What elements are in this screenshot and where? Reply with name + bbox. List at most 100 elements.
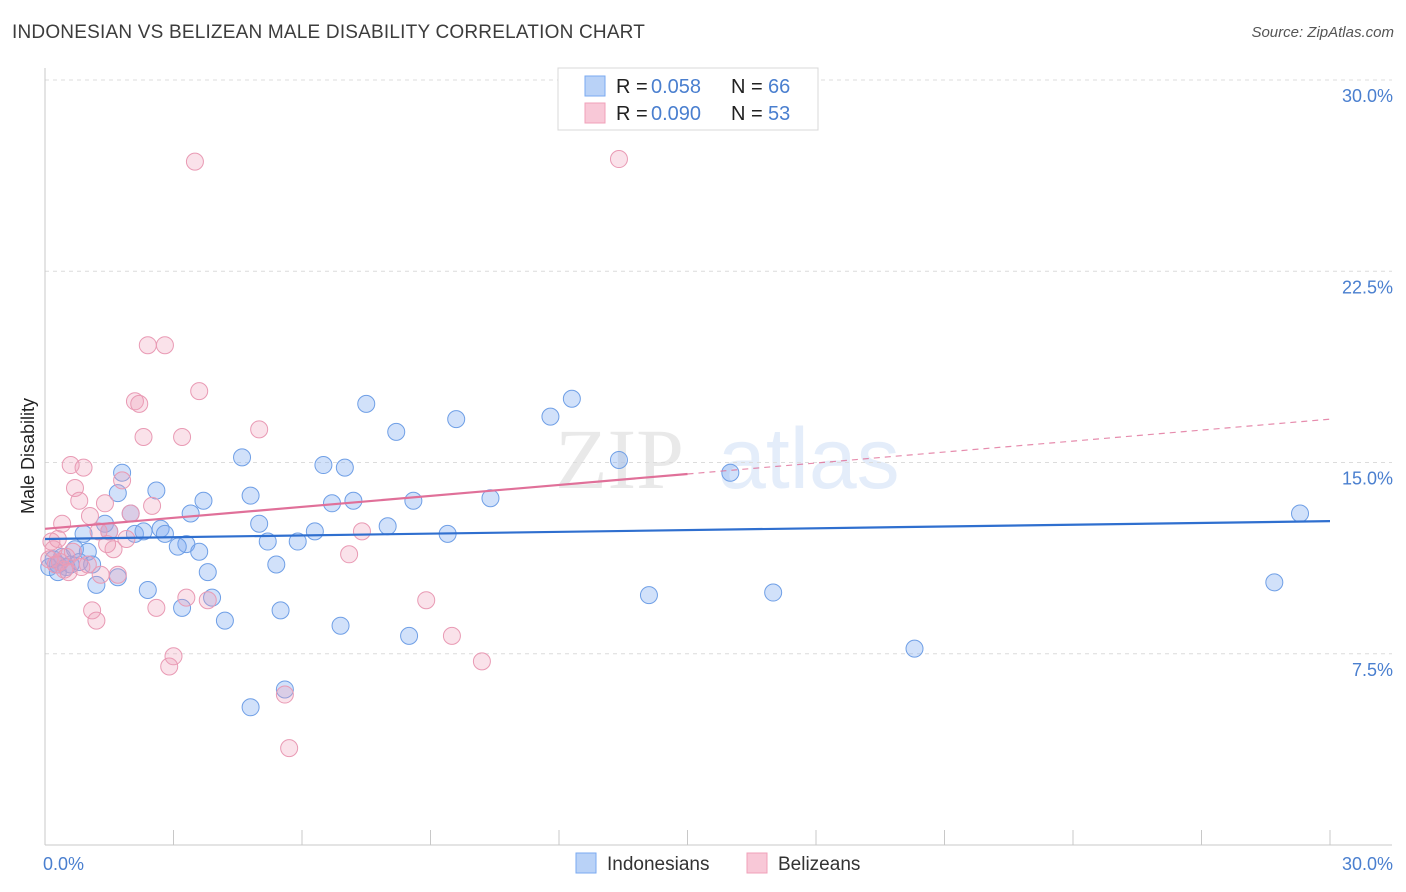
point-belizeans-37 — [340, 545, 359, 564]
series-legend-label-indonesians: Indonesians — [607, 854, 709, 875]
point-indonesians-31 — [241, 486, 260, 505]
point-indonesians-58 — [1265, 573, 1284, 592]
y-tick-label-1: 15.0% — [1342, 469, 1393, 489]
point-belizeans-42 — [609, 150, 628, 169]
point-indonesians-36 — [275, 680, 294, 699]
point-indonesians-11 — [87, 575, 106, 594]
x-tick-label-1: 30.0% — [1342, 854, 1393, 874]
point-belizeans-13 — [95, 494, 114, 513]
point-indonesians-27 — [198, 563, 217, 582]
point-indonesians-32 — [250, 514, 269, 533]
point-belizeans-39 — [417, 591, 436, 610]
point-belizeans-11 — [87, 611, 106, 630]
point-indonesians-8 — [74, 524, 93, 543]
legend-r-value-1: 0.058 — [651, 76, 701, 98]
point-indonesians-23 — [168, 537, 187, 556]
point-belizeans-36 — [280, 739, 299, 758]
point-belizeans-21 — [130, 394, 149, 413]
point-belizeans-16 — [108, 565, 127, 584]
point-indonesians-62 — [173, 598, 192, 617]
watermark: ZIP atlas — [555, 411, 900, 507]
point-indonesians-26 — [194, 491, 213, 510]
point-belizeans-22 — [134, 428, 153, 446]
point-indonesians-46 — [400, 626, 419, 645]
y-axis-label: Male Disability — [18, 398, 38, 514]
point-indonesians-25 — [190, 542, 209, 561]
legend-n-value-2: 53 — [768, 103, 790, 125]
point-belizeans-29 — [173, 428, 192, 446]
point-belizeans-49 — [98, 535, 117, 554]
point-indonesians-57 — [905, 639, 924, 658]
point-belizeans-12 — [91, 565, 110, 584]
point-belizeans-17 — [113, 471, 132, 490]
point-belizeans-28 — [164, 647, 183, 666]
point-indonesians-18 — [147, 481, 166, 500]
point-belizeans-38 — [352, 522, 371, 541]
point-belizeans-26 — [155, 336, 174, 355]
point-indonesians-24 — [181, 504, 200, 523]
trend-line-indonesians — [44, 520, 1331, 541]
point-belizeans-25 — [147, 598, 166, 617]
legend-r-value-2: 0.090 — [651, 103, 701, 125]
point-indonesians-52 — [562, 389, 581, 408]
point-belizeans-41 — [472, 652, 491, 671]
legend-r-label-1: R = — [616, 76, 648, 98]
point-indonesians-55 — [721, 463, 740, 482]
point-indonesians-51 — [541, 407, 560, 426]
point-indonesians-35 — [271, 601, 290, 620]
data-points — [40, 150, 1310, 758]
series-legend-swatch-indonesians — [575, 852, 597, 874]
point-indonesians-14 — [113, 463, 132, 482]
legend-n-label-1: N = — [731, 76, 763, 98]
watermark-atlas: atlas — [718, 411, 900, 507]
trend-line-belizeans — [44, 472, 688, 530]
point-belizeans-19 — [121, 504, 140, 523]
axes — [44, 68, 1392, 846]
legend-swatch-pink — [584, 102, 606, 124]
point-indonesians-64 — [241, 698, 260, 717]
trend-line-dashed-belizeans — [687, 418, 1331, 475]
point-indonesians-63 — [331, 616, 350, 635]
x-tick-label-0: 0.0% — [43, 854, 84, 874]
point-indonesians-41 — [335, 458, 354, 477]
point-indonesians-34 — [267, 555, 286, 574]
point-indonesians-56 — [764, 583, 783, 602]
point-belizeans-35 — [275, 685, 294, 704]
point-indonesians-53 — [609, 450, 628, 469]
series-legend-label-belizeans: Belizeans — [778, 854, 860, 875]
series-legend-swatch-belizeans — [746, 852, 768, 874]
point-indonesians-43 — [357, 394, 376, 413]
point-belizeans-47 — [80, 507, 99, 526]
point-indonesians-30 — [233, 448, 252, 467]
point-belizeans-31 — [185, 152, 204, 171]
point-indonesians-20 — [134, 522, 153, 541]
y-tick-label-2: 22.5% — [1342, 277, 1393, 297]
legend-swatch-blue — [584, 75, 606, 97]
point-belizeans-24 — [143, 496, 162, 515]
chart-title: INDONESIAN VS BELIZEAN MALE DISABILITY C… — [12, 22, 646, 43]
source-label: Source: ZipAtlas.com — [1251, 24, 1394, 41]
y-tick-label-0: 7.5% — [1352, 660, 1393, 680]
legend-n-label-2: N = — [731, 103, 763, 125]
point-belizeans-3 — [53, 514, 72, 533]
point-belizeans-8 — [74, 458, 93, 477]
point-belizeans-27 — [160, 657, 179, 676]
point-belizeans-50 — [42, 532, 61, 551]
point-belizeans-40 — [442, 626, 461, 645]
grid — [45, 79, 1392, 655]
series-legend: Indonesians Belizeans — [575, 852, 860, 875]
point-belizeans-45 — [63, 542, 82, 561]
y-tick-label-3: 30.0% — [1342, 86, 1393, 106]
point-indonesians-45 — [387, 422, 406, 441]
point-belizeans-32 — [190, 382, 209, 401]
point-belizeans-52 — [59, 563, 78, 582]
legend-n-value-1: 66 — [768, 76, 790, 98]
point-indonesians-42 — [344, 491, 363, 510]
point-indonesians-38 — [305, 522, 324, 541]
point-indonesians-21 — [155, 524, 174, 543]
legend-r-label-2: R = — [616, 103, 648, 125]
point-indonesians-33 — [258, 532, 277, 551]
watermark-zip: ZIP — [555, 411, 684, 507]
point-indonesians-65 — [138, 581, 157, 599]
